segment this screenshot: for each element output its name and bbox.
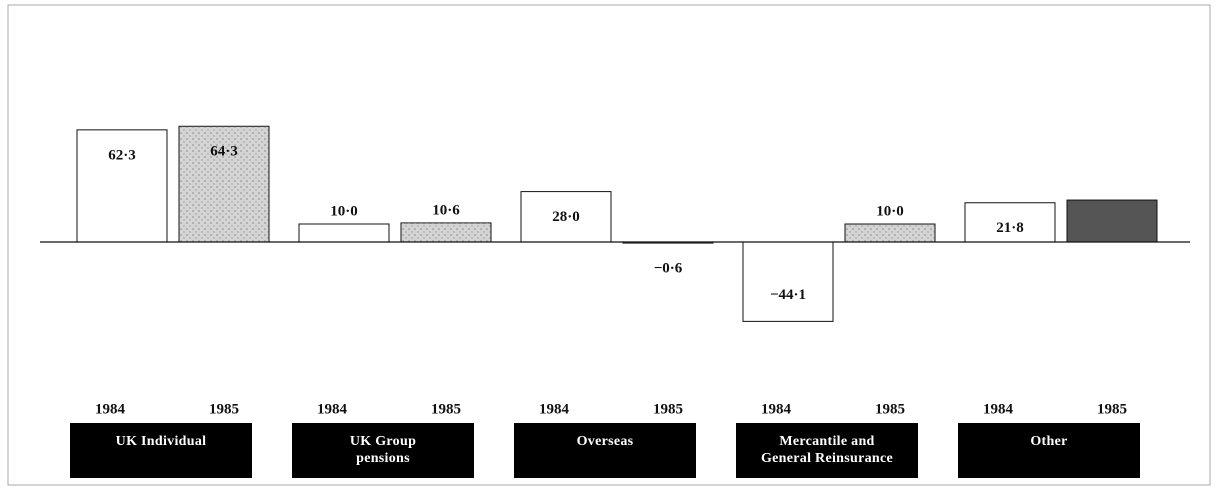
bar-texture xyxy=(401,222,491,242)
year-label: 1984 xyxy=(761,401,792,417)
bar xyxy=(964,202,1056,243)
bar-texture xyxy=(179,126,269,242)
data-label: −0·6 xyxy=(654,261,683,277)
data-label: −44·1 xyxy=(770,287,806,303)
data-label: 64·3 xyxy=(210,144,238,160)
data-label: 28·0 xyxy=(552,209,580,225)
year-label: 1985 xyxy=(1097,401,1127,417)
bar xyxy=(1066,199,1158,243)
frame xyxy=(7,4,1211,486)
category-label: UK Individual xyxy=(70,423,252,478)
year-label: 1985 xyxy=(875,401,905,417)
category-label: Overseas xyxy=(514,423,696,478)
data-label: 21·8 xyxy=(996,220,1024,236)
year-label: 1985 xyxy=(209,401,239,417)
category-label: Mercantile and General Reinsurance xyxy=(736,423,918,478)
data-label: 10·6 xyxy=(432,202,460,218)
bar-texture xyxy=(845,224,935,242)
category-label: Other xyxy=(958,423,1140,478)
bar xyxy=(520,191,612,243)
bar xyxy=(76,129,168,243)
year-label: 1984 xyxy=(539,401,570,417)
category-label: UK Group pensions xyxy=(292,423,474,478)
data-label: 62·3 xyxy=(108,147,136,163)
data-label: 10·0 xyxy=(876,203,904,219)
year-label: 1984 xyxy=(983,401,1014,417)
data-label: 10·0 xyxy=(330,203,358,219)
bar xyxy=(742,241,834,322)
year-label: 1984 xyxy=(317,401,348,417)
year-label: 1985 xyxy=(653,401,683,417)
year-label: 1984 xyxy=(95,401,126,417)
year-label: 1985 xyxy=(431,401,461,417)
bar xyxy=(298,223,390,243)
